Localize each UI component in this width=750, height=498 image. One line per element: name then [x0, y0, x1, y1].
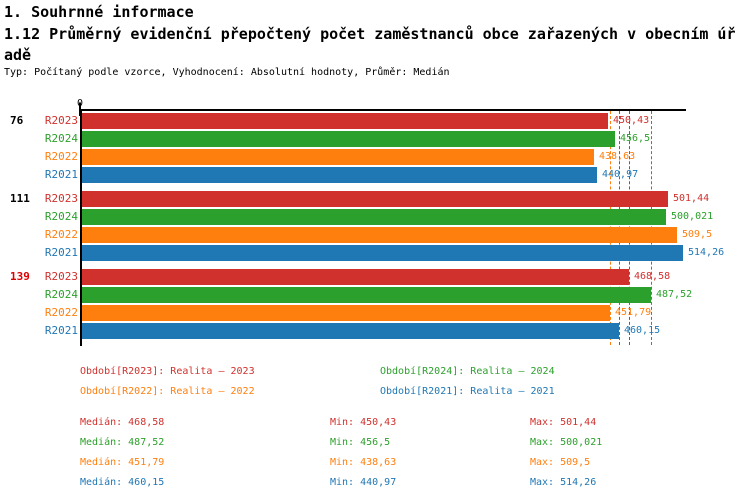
bar-value-label: 438,63	[599, 151, 636, 162]
bar-value-label: 460,15	[624, 325, 661, 336]
series-row-label: R2022	[44, 306, 78, 319]
stat-min: Min: 450,43	[330, 417, 397, 428]
bar-value-label: 514,26	[688, 247, 725, 258]
bar-r2022	[82, 227, 677, 243]
bar-r2023	[82, 191, 668, 207]
bar-value-label: 450,43	[613, 115, 650, 126]
x-axis-line	[80, 109, 686, 111]
series-row-label: R2024	[44, 132, 78, 145]
legend-item: Období[R2024]: Realita – 2024	[380, 366, 555, 377]
stat-median: Medián: 468,58	[80, 417, 165, 428]
y-axis-line	[80, 109, 82, 346]
chart-meta: Typ: Počítaný podle vzorce, Vyhodnocení:…	[4, 67, 450, 78]
stat-median: Medián: 487,52	[80, 437, 165, 448]
series-row-label: R2023	[44, 192, 78, 205]
series-row-label: R2024	[44, 288, 78, 301]
stat-min: Min: 438,63	[330, 457, 397, 468]
bar-r2024	[82, 287, 651, 303]
bar-value-label: 440,97	[602, 169, 639, 180]
bar-r2023	[82, 269, 629, 285]
stat-max: Max: 500,021	[530, 437, 603, 448]
bar-value-label: 468,58	[634, 271, 671, 282]
bar-r2021	[82, 323, 619, 339]
series-row-label: R2021	[44, 168, 78, 181]
section-title: 1. Souhrnné informace	[4, 3, 194, 21]
legend-item: Období[R2022]: Realita – 2022	[80, 386, 255, 397]
stat-median: Medián: 451,79	[80, 457, 165, 468]
bar-value-label: 500,021	[671, 211, 714, 222]
series-row-label: R2023	[44, 114, 78, 127]
bar-r2023	[82, 113, 608, 129]
bar-group-label: 139	[10, 270, 30, 283]
bar-value-label: 456,5	[620, 133, 651, 144]
stat-min: Min: 456,5	[330, 437, 391, 448]
bar-value-label: 509,5	[682, 229, 713, 240]
bar-r2021	[82, 245, 683, 261]
series-row-label: R2021	[44, 246, 78, 259]
legend-item: Období[R2023]: Realita – 2023	[80, 366, 255, 377]
bar-group-label: 111	[10, 192, 30, 205]
bar-value-label: 501,44	[673, 193, 710, 204]
stat-max: Max: 501,44	[530, 417, 597, 428]
series-row-label: R2022	[44, 150, 78, 163]
bar-r2024	[82, 209, 666, 225]
stat-min: Min: 440,97	[330, 477, 397, 488]
bar-r2024	[82, 131, 615, 147]
bar-value-label: 451,79	[615, 307, 652, 318]
bar-value-label: 487,52	[656, 289, 693, 300]
bar-r2022	[82, 149, 594, 165]
stat-median: Medián: 460,15	[80, 477, 165, 488]
bar-group-label: 76	[10, 114, 24, 127]
bar-r2021	[82, 167, 597, 183]
legend-item: Období[R2021]: Realita – 2021	[380, 386, 555, 397]
bar-r2022	[82, 305, 610, 321]
series-row-label: R2022	[44, 228, 78, 241]
stat-max: Max: 509,5	[530, 457, 591, 468]
series-row-label: R2021	[44, 324, 78, 337]
series-row-label: R2024	[44, 210, 78, 223]
chart-title: 1.12 Průměrný evidenční přepočtený počet…	[4, 25, 736, 64]
stat-max: Max: 514,26	[530, 477, 597, 488]
series-row-label: R2023	[44, 270, 78, 283]
